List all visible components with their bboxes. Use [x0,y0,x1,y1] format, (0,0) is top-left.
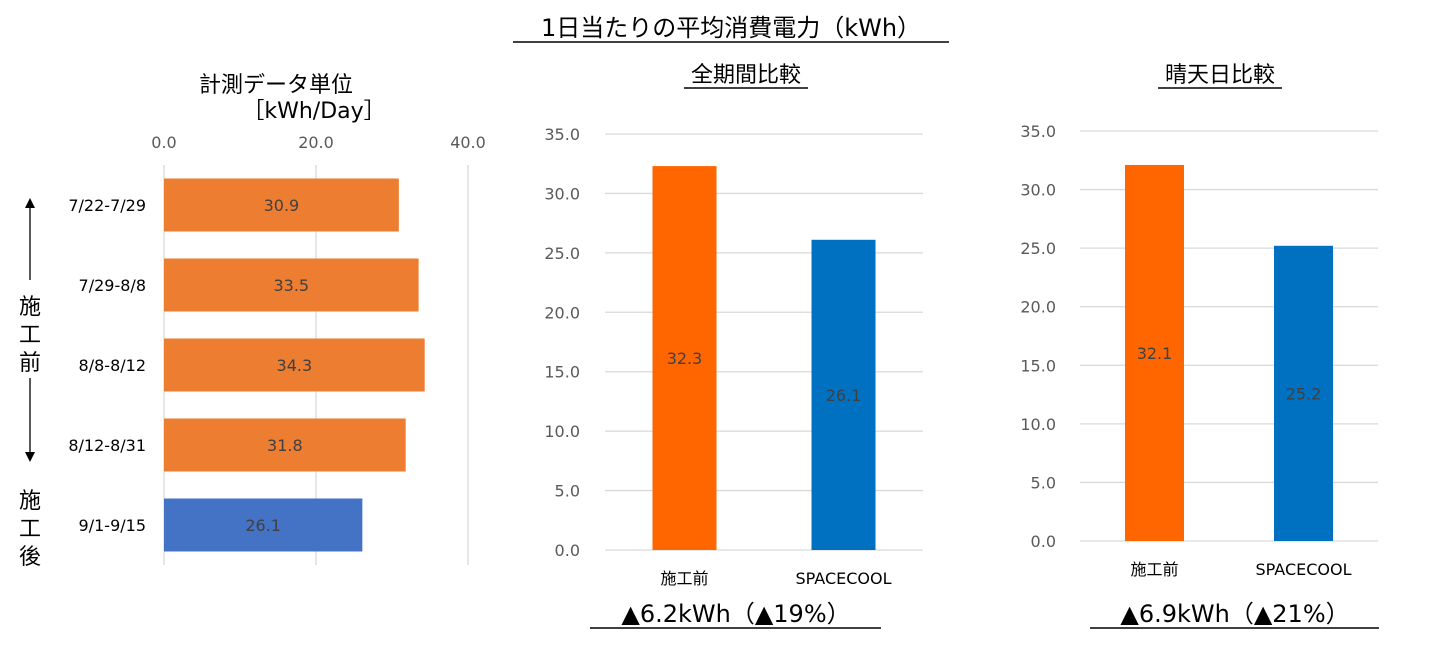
chart2-data-label: 32.3 [667,349,703,368]
chart3-bar [1274,245,1333,542]
chart3-annotation: ▲6.9kWh（▲21%） [1120,600,1349,628]
chart3-tick-label: 35.0 [1020,122,1056,141]
chart3-category-label: SPACECOOL [1256,560,1352,579]
chart3-tick-label: 10.0 [1020,415,1056,434]
chart2-category-label: 施工前 [660,569,708,588]
chart1-category-label: 7/29-8/8 [79,276,146,295]
chart1-data-label: 26.1 [245,516,281,535]
side-label-before: 施工前 [19,295,41,376]
chart2-tick-label: 20.0 [544,303,580,322]
chart2-bar [811,239,876,551]
chart3-plot: 0.0 5.0 10.0 15.0 20.0 25.0 30.0 35.0 32.1 施工前 25.… [1020,122,1378,579]
chart3-category-label: 施工前 [1130,560,1178,579]
chart2-bar [652,166,717,550]
chart1-tick-label: 0.0 [151,133,176,152]
chart2-plot: 0.0 5.0 10.0 15.0 20.0 25.0 30.0 35.0 32.3 施工前 26.… [544,125,923,588]
chart3-tick-label: 5.0 [1031,473,1056,492]
chart2-category-label: SPACECOOL [796,569,892,588]
period-arrow [25,198,35,462]
main-title: 1日当たりの平均消費電力（kWh） [541,14,921,42]
chart1-category-label: 8/12-8/31 [68,436,146,455]
chart1-data-label: 30.9 [264,196,300,215]
chart2-tick-label: 30.0 [544,184,580,203]
chart3-tick-label: 0.0 [1031,532,1056,551]
chart2-tick-label: 25.0 [544,244,580,263]
chart1-category-label: 7/22-7/29 [68,196,146,215]
chart3-title: 晴天日比較 [1165,63,1275,88]
chart1-data-label: 33.5 [273,276,309,295]
chart3-tick-label: 25.0 [1020,239,1056,258]
chart1-tick-label: 20.0 [298,133,334,152]
chart2-tick-label: 35.0 [544,125,580,144]
chart3-tick-label: 15.0 [1020,356,1056,375]
chart1-bar [164,418,406,472]
chart2-annotation: ▲6.2kWh（▲19%） [621,600,850,628]
chart1-tick-label: 40.0 [450,133,486,152]
chart1-plot: 0.0 20.0 40.0 7/22-7/29 30.9 7/29-8/8 33.5 8/8-… [68,133,486,565]
chart3-tick-label: 30.0 [1020,181,1056,200]
chart3-tick-label: 20.0 [1020,298,1056,317]
chart1-bar [164,178,399,232]
chart3-data-label: 25.2 [1286,384,1322,403]
chart2-title: 全期間比較 [691,63,801,88]
chart2-tick-label: 5.0 [555,482,580,501]
chart1-data-label: 31.8 [267,436,303,455]
chart1-category-label: 9/1-9/15 [79,516,146,535]
chart1-data-label: 34.3 [277,356,313,375]
chart2-data-label: 26.1 [826,386,862,405]
chart1-bar [164,258,419,312]
chart2-tick-label: 10.0 [544,422,580,441]
chart3-data-label: 32.1 [1137,344,1173,363]
chart1-bar [164,498,363,552]
chart2-tick-label: 15.0 [544,363,580,382]
side-label-after: 施工後 [19,489,41,570]
chart1-category-label: 8/8-8/12 [79,356,146,375]
chart1-bar [164,338,425,392]
chart1-title: 計測データ単位 [199,73,353,98]
chart3-bar [1125,164,1184,541]
chart2-tick-label: 0.0 [555,541,580,560]
chart1-unit: ［kWh/Day］ [242,99,385,124]
